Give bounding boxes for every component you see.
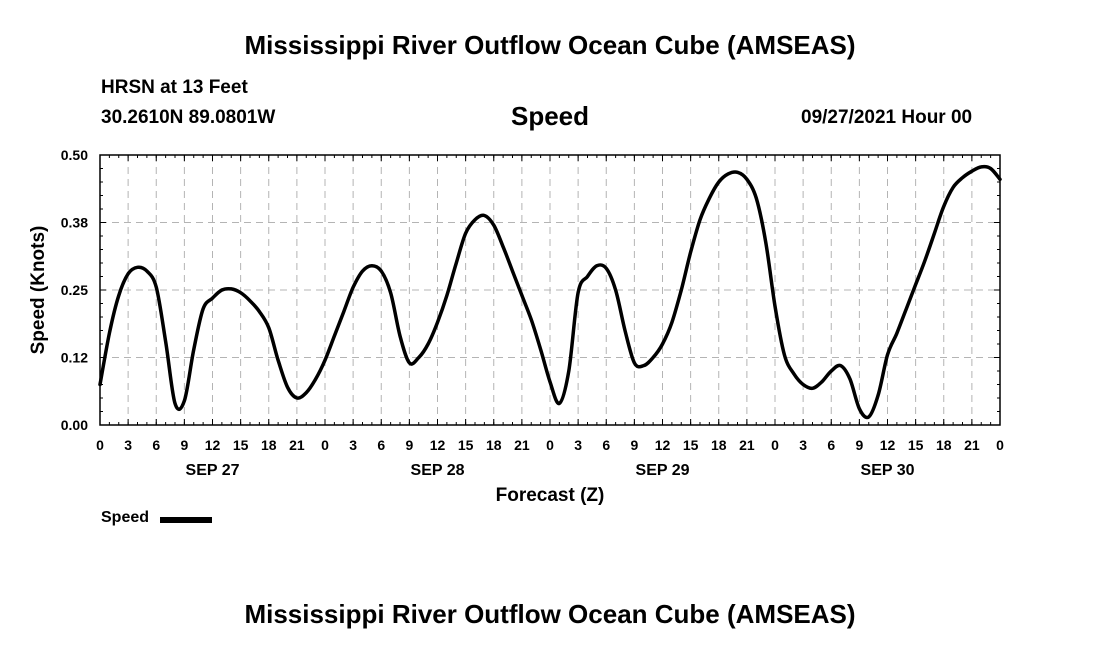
x-tick-label: 18 <box>486 437 502 453</box>
x-tick-label: 21 <box>964 437 980 453</box>
y-tick-label: 0.00 <box>61 417 88 433</box>
day-label: SEP 28 <box>411 462 465 479</box>
datetime-label: 09/27/2021 Hour 00 <box>801 107 973 128</box>
x-tick-label: 3 <box>349 437 357 453</box>
x-tick-label: 18 <box>261 437 277 453</box>
x-tick-label: 9 <box>180 437 188 453</box>
x-tick-label: 6 <box>602 437 610 453</box>
legend-label: Speed <box>101 509 150 526</box>
x-tick-label: 21 <box>739 437 755 453</box>
x-tick-label: 0 <box>996 437 1004 453</box>
tick-labels: 0 3 6 9 12 15 18 21 0 3 6 9 12 15 18 21 0 3 6 9 12 15 18 21 0 3 6 9… <box>61 147 1004 479</box>
day-label: SEP 27 <box>186 462 240 479</box>
x-tick-label: 9 <box>630 437 638 453</box>
x-axis-label: Forecast (Z) <box>496 485 605 506</box>
x-tick-label: 21 <box>514 437 530 453</box>
parameter-label: Speed <box>510 101 590 131</box>
axis-ticks <box>99 154 1001 426</box>
x-tick-label: 12 <box>430 437 446 453</box>
y-tick-label: 0.50 <box>61 147 88 163</box>
chart-title: Mississippi River Outflow Ocean Cube (AM… <box>244 30 856 60</box>
x-tick-label: 6 <box>377 437 385 453</box>
x-tick-label: 3 <box>124 437 132 453</box>
y-tick-label: 0.12 <box>61 350 88 366</box>
series-layer <box>98 164 1002 420</box>
x-tick-label: 0 <box>321 437 329 453</box>
speed-series-line <box>98 164 1002 420</box>
x-tick-label: 15 <box>458 437 474 453</box>
x-tick-label: 12 <box>655 437 671 453</box>
x-tick-label: 9 <box>855 437 863 453</box>
x-tick-label: 0 <box>546 437 554 453</box>
x-tick-label: 0 <box>771 437 779 453</box>
y-tick-label: 0.25 <box>61 282 88 298</box>
x-tick-label: 15 <box>233 437 249 453</box>
coordinates-label: 30.2610N 89.0801W <box>101 107 276 128</box>
x-tick-label: 15 <box>683 437 699 453</box>
x-tick-label: 12 <box>880 437 896 453</box>
legend-swatch <box>160 517 212 523</box>
footer-title: Mississippi River Outflow Ocean Cube (AM… <box>244 599 856 629</box>
day-label: SEP 30 <box>861 462 915 479</box>
x-tick-label: 0 <box>96 437 104 453</box>
x-tick-label: 18 <box>936 437 952 453</box>
x-tick-label: 18 <box>711 437 727 453</box>
x-tick-label: 6 <box>152 437 160 453</box>
x-tick-label: 15 <box>908 437 924 453</box>
day-label: SEP 29 <box>636 462 690 479</box>
x-tick-label: 12 <box>205 437 221 453</box>
x-tick-label: 3 <box>574 437 582 453</box>
y-tick-label: 0.38 <box>61 215 88 231</box>
x-tick-label: 6 <box>827 437 835 453</box>
x-tick-label: 21 <box>289 437 305 453</box>
station-label: HRSN at 13 Feet <box>101 77 248 98</box>
x-tick-label: 3 <box>799 437 807 453</box>
y-axis-label: Speed (Knots) <box>28 226 49 355</box>
x-tick-label: 9 <box>405 437 413 453</box>
